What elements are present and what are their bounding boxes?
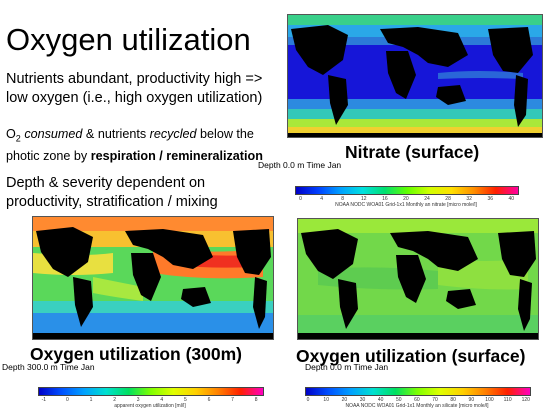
oxygen-surface-colorbar — [305, 387, 531, 396]
colorbar-tick-label: 50 — [395, 397, 402, 403]
colorbar-tick-label: 28 — [445, 196, 451, 202]
oxygen-300m-caption: Oxygen utilization (300m) — [30, 344, 242, 364]
colorbar-tick-label: 80 — [450, 397, 456, 403]
oxygen-surface-colorbar-label: NOAA NODC WOA01 Grid-1x1 Monthly an sili… — [345, 403, 489, 409]
oxygen-300m-depth-label: Depth 300.0 m Time Jan — [2, 362, 95, 372]
colorbar-tick-label: 0 — [306, 397, 310, 403]
oxygen-surface-colorbar-ticks: 0 10 20 30 40 50 60 70 80 90 100 110 120 — [299, 397, 535, 403]
colorbar-tick-label: 6 — [207, 397, 211, 403]
colorbar-tick-label: 40 — [508, 196, 515, 202]
nitrate-colorbar-ticks: 0 4 8 12 16 20 24 28 32 36 40 — [290, 196, 522, 202]
oxygen-300m-colorbar-ticks: -1 0 1 2 3 4 5 6 7 8 — [32, 397, 268, 403]
colorbar-tick-label: 40 — [377, 397, 384, 403]
oxygen-surface-caption: Oxygen utilization (surface) — [296, 346, 526, 366]
colorbar-tick-label: 70 — [432, 397, 438, 403]
colorbar-tick-label: 4 — [320, 196, 323, 202]
colorbar-tick-label: 8 — [254, 397, 258, 403]
colorbar-tick-label: 16 — [382, 196, 388, 202]
o2-subscript: 2 — [15, 133, 21, 144]
bullet-nutrients: Nutrients abundant, productivity high =>… — [6, 71, 263, 106]
colorbar-tick-label: 0 — [299, 196, 302, 202]
colorbar-tick-label: 36 — [487, 196, 494, 202]
colorbar-tick-label: 100 — [485, 397, 494, 403]
colorbar-tick-label: 20 — [341, 397, 348, 403]
oxygen-300m-colorbar — [38, 387, 264, 396]
colorbar-tick-label: -1 — [41, 397, 47, 403]
nitrate-depth-label: Depth 0.0 m Time Jan — [258, 160, 342, 170]
colorbar-tick-label: 10 — [323, 397, 329, 403]
slide-title: Oxygen utilization — [6, 22, 251, 57]
colorbar-tick-label: 32 — [466, 196, 472, 202]
bullet-depth-severity: Depth & severity dependent on productivi… — [6, 175, 218, 210]
colorbar-tick-label: 90 — [468, 397, 475, 403]
colorbar-tick-label: 3 — [136, 397, 140, 403]
colorbar-tick-label: 5 — [183, 397, 187, 403]
oxygen-300m-colorbar-label: apparent oxygen utilization [ml/l] — [114, 403, 186, 409]
colorbar-tick-label: 30 — [359, 397, 366, 403]
colorbar-tick-label: 20 — [403, 196, 409, 202]
colorbar-tick-label: 0 — [66, 397, 69, 403]
colorbar-tick-label: 110 — [503, 397, 512, 403]
oxygen-surface-map-image — [297, 218, 539, 340]
colorbar-tick-label: 120 — [521, 397, 530, 403]
colorbar-tick-label: 60 — [414, 397, 420, 403]
respiration-bold-text: respiration / remineralization — [90, 148, 263, 163]
bullet-respiration: O2 consumed & nutrients recycled below t… — [6, 127, 263, 163]
o2-symbol: O — [6, 127, 16, 141]
nitrate-colorbar-label: NOAA NODC WOA01 Grid-1x1 Monthly an nitr… — [335, 202, 477, 208]
colorbar-tick-label: 4 — [160, 397, 164, 403]
recycled-text: recycled — [149, 127, 197, 141]
colorbar-tick-label: 12 — [360, 196, 367, 202]
consumed-text: consumed — [24, 127, 83, 141]
oxygen-300m-map-image — [32, 216, 274, 340]
nitrate-map-image — [287, 14, 543, 138]
colorbar-tick-label: 24 — [424, 196, 430, 202]
colorbar-tick-label: 7 — [231, 397, 234, 403]
nitrate-colorbar — [295, 186, 519, 195]
colorbar-tick-label: 8 — [341, 196, 345, 202]
colorbar-tick-label: 1 — [89, 397, 93, 403]
nitrate-caption: Nitrate (surface) — [345, 142, 480, 162]
colorbar-tick-label: 2 — [113, 397, 116, 403]
oxygen-surface-depth-label: Depth 0.0 m Time Jan — [305, 362, 389, 372]
